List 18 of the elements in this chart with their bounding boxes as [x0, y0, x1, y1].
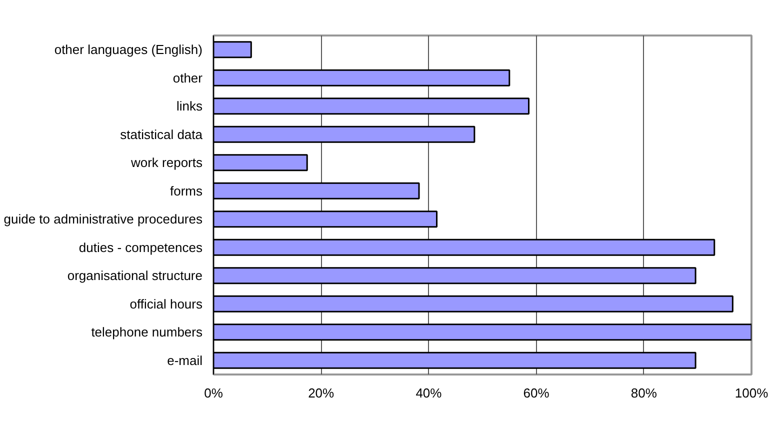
y-tick-label: links — [176, 98, 203, 114]
y-tick-label: e-mail — [167, 352, 203, 368]
x-tick-label: 20% — [308, 386, 335, 400]
y-tick-label: official hours — [130, 296, 203, 312]
y-tick-label: other — [172, 70, 204, 86]
y-tick-label: other languages (English) — [54, 42, 203, 58]
x-tick-label: 0% — [204, 386, 224, 400]
y-tick-label: work reports — [130, 155, 203, 170]
y-tick-label: forms — [170, 183, 203, 198]
y-tick-label: statistical data — [120, 126, 204, 142]
x-tick-label: 40% — [416, 386, 442, 400]
x-tick-label: 100% — [734, 386, 769, 400]
y-tick-label: organisational structure — [67, 268, 203, 284]
y-tick-label: guide to administrative procedures — [4, 212, 203, 227]
y-tick-label: duties - competences — [78, 240, 203, 255]
y-tick-label: telephone numbers — [91, 324, 203, 340]
x-tick-label: 60% — [523, 386, 550, 400]
x-tick-label: 80% — [630, 386, 658, 400]
